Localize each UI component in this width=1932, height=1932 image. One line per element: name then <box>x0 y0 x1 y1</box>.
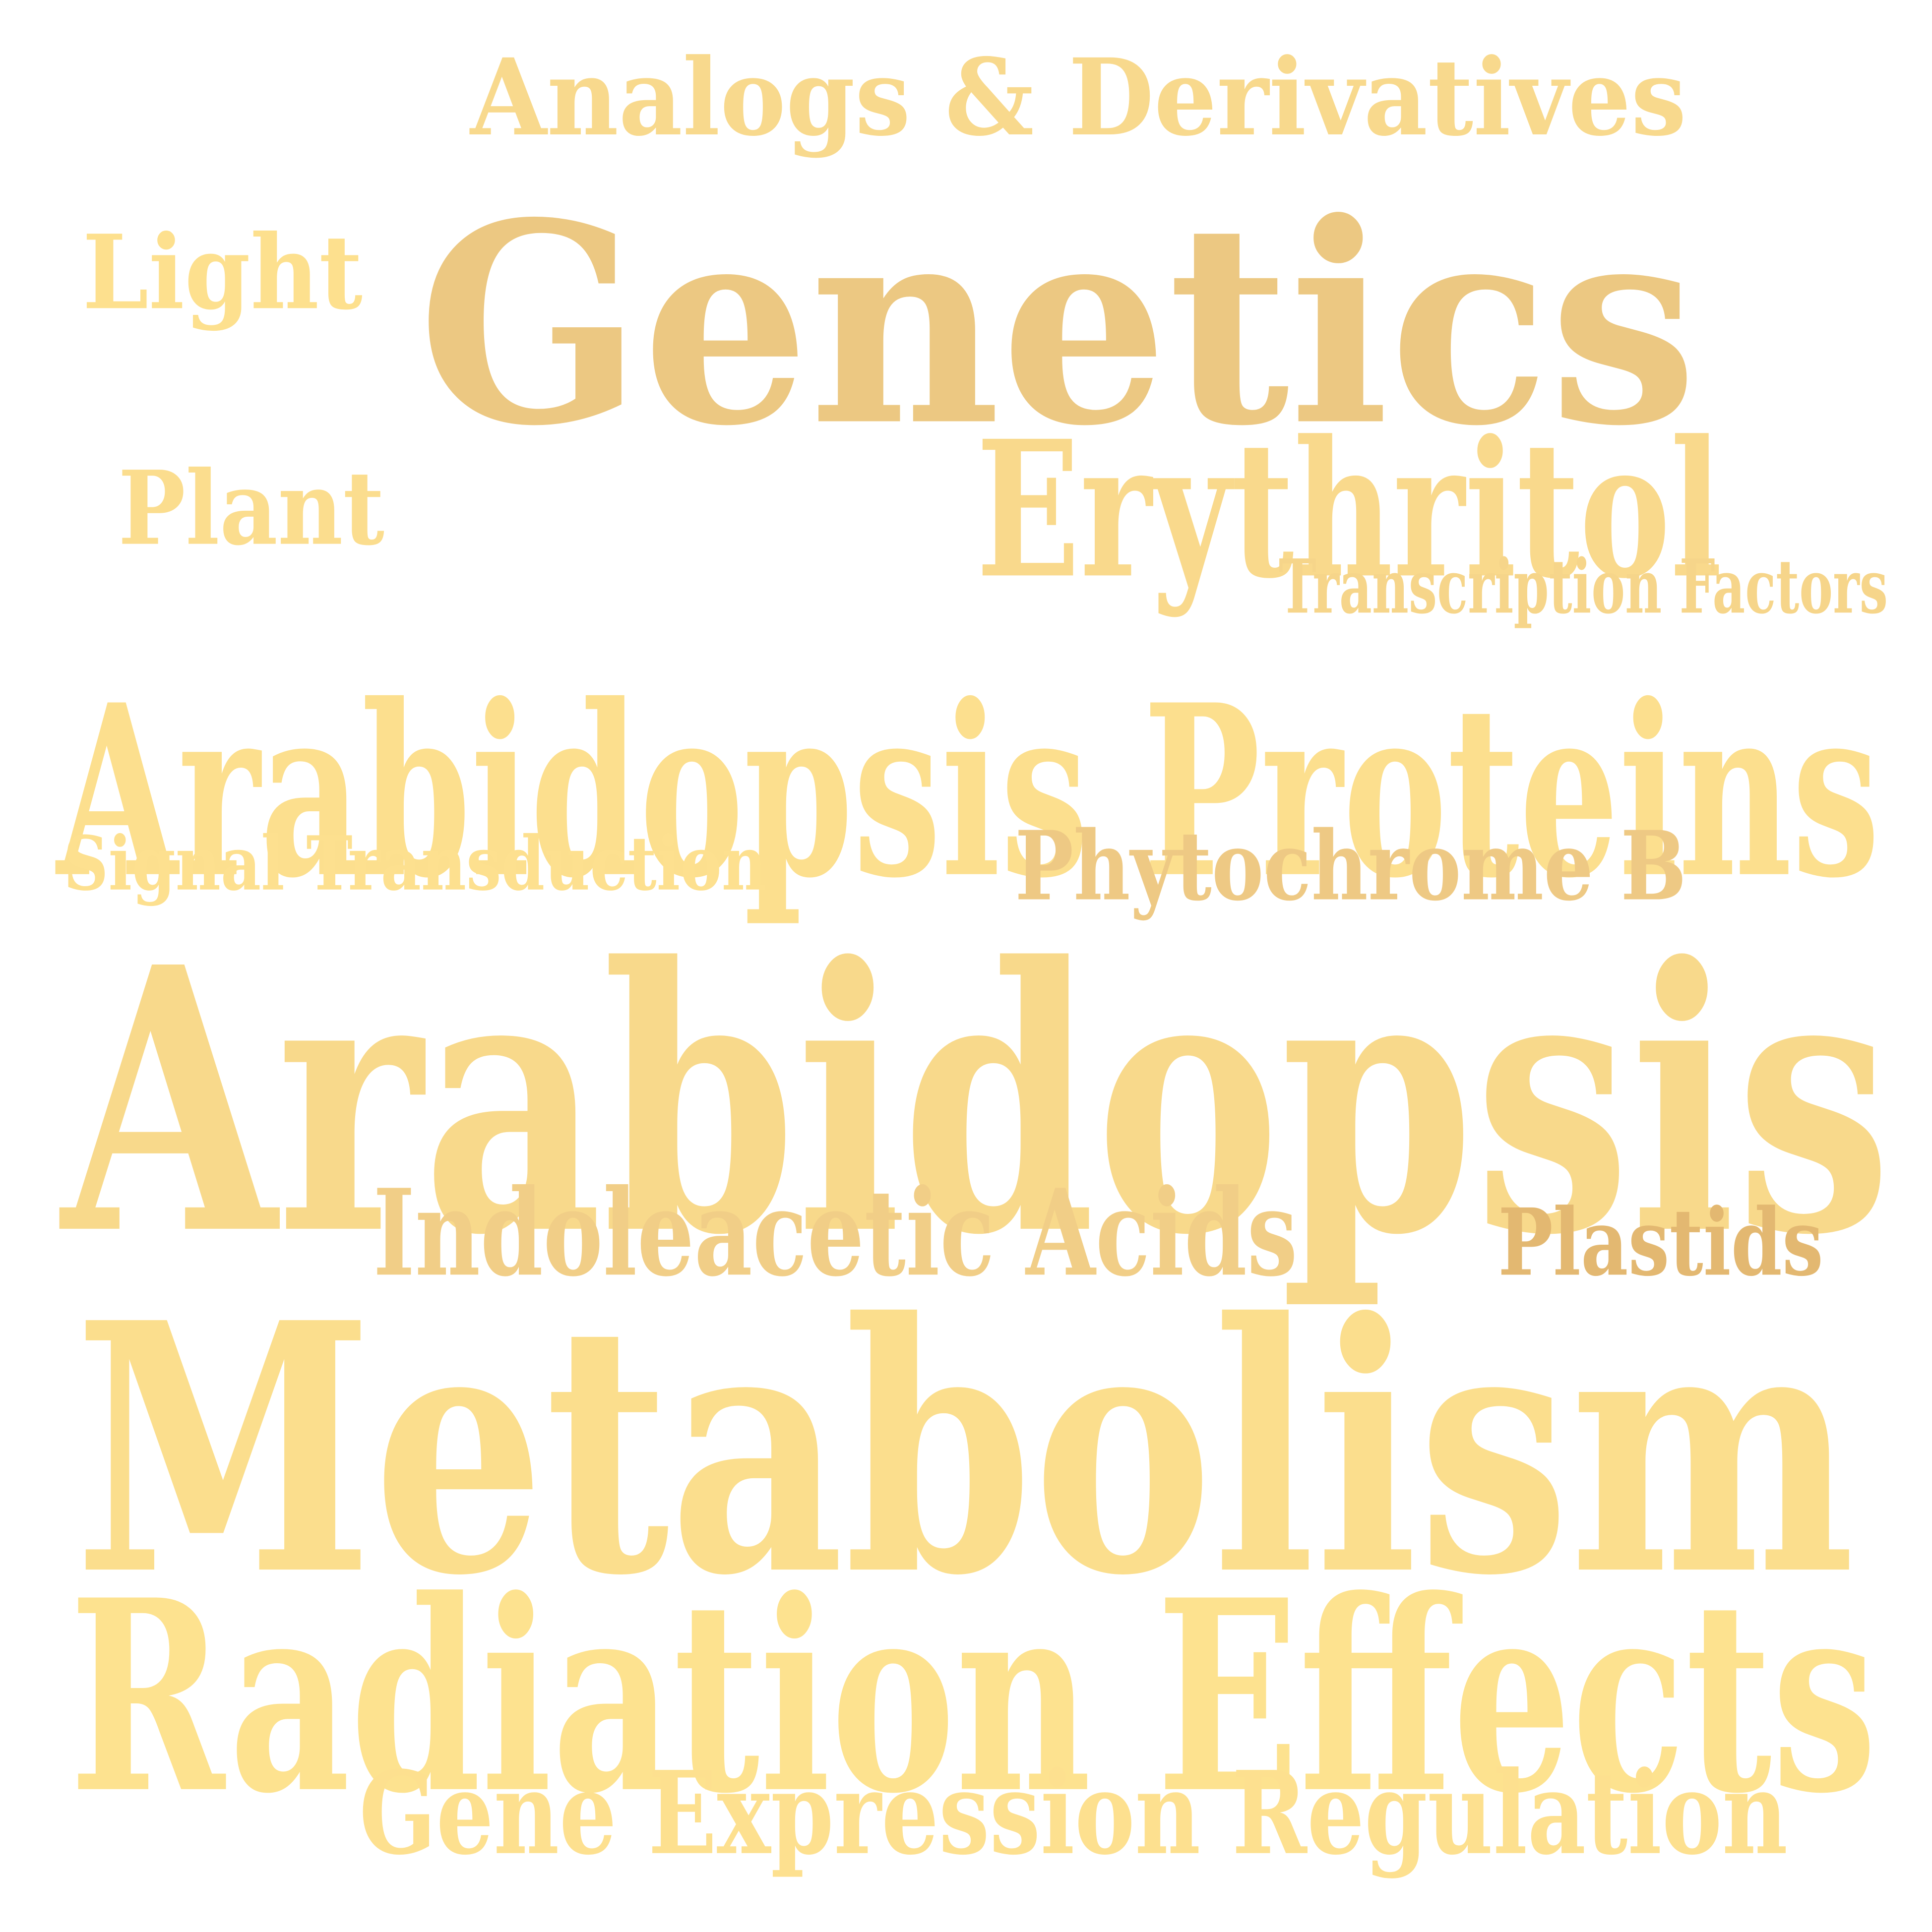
word-analogs-derivatives: Analogs & Derivatives <box>470 35 1687 160</box>
word-signal-transduction: Signal Transduction <box>63 819 767 907</box>
word-radiation-effects: Radiation Effects <box>69 1542 1877 1852</box>
word-metabolism: Metabolism <box>74 1249 1856 1651</box>
word-plant: Plant <box>118 449 385 568</box>
word-genetics: Genetics <box>418 162 1698 487</box>
word-gene-expression-regulation: Gene Expression Regulation <box>359 1747 1788 1880</box>
word-arabidopsis: Arabidopsis <box>62 888 1892 1315</box>
word-plastids: Plastids <box>1498 1188 1823 1297</box>
word-erythritol: Erythritol <box>976 400 1722 620</box>
word-arabidopsis-proteins: Arabidopsis Proteins <box>57 654 1880 930</box>
word-indoleacetic-acids: Indoleacetic Acids <box>373 1163 1298 1303</box>
word-transcription-factors: Transcription Factors <box>1279 543 1888 631</box>
word-light: Light <box>82 213 363 333</box>
word-phytochrome-b: Phytochrome B <box>1015 809 1687 922</box>
